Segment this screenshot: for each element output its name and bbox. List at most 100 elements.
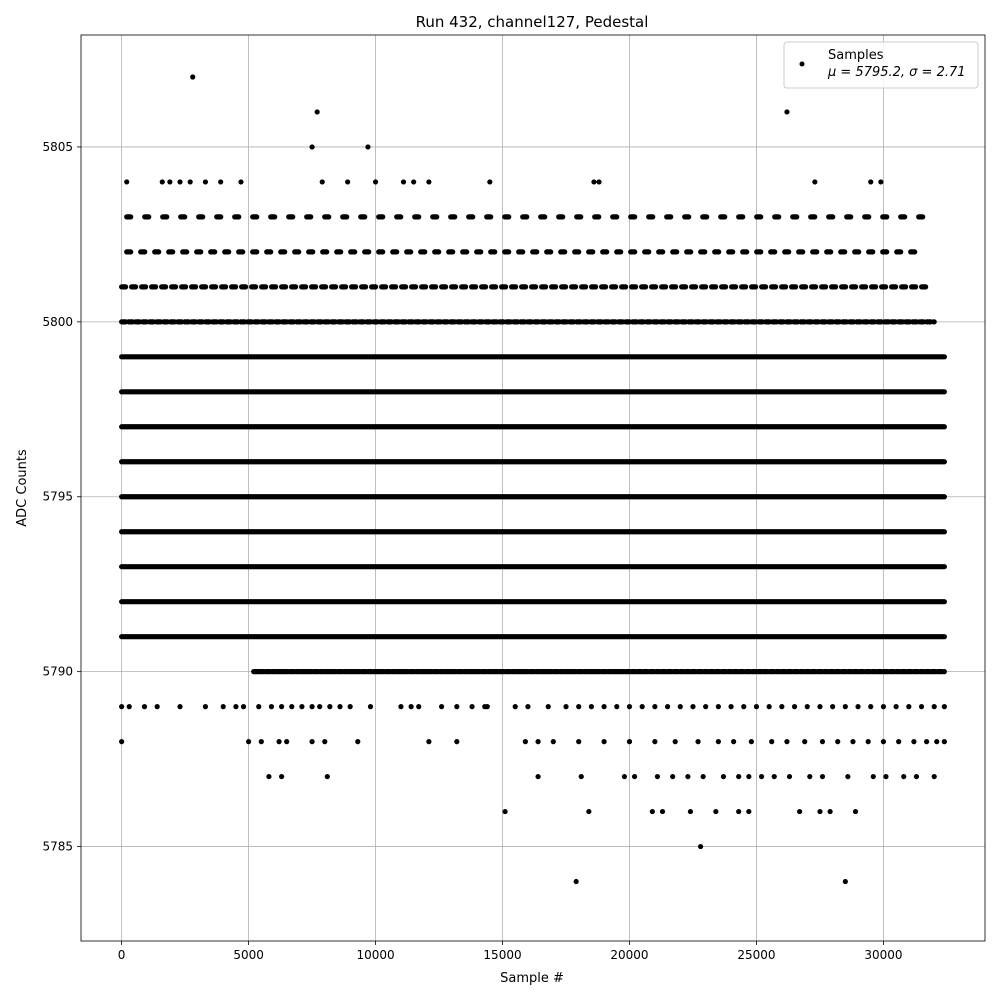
sample-point — [317, 704, 323, 710]
sample-point — [771, 773, 777, 780]
sample-point — [367, 704, 374, 710]
sample-point — [411, 179, 417, 185]
sample-point — [941, 704, 947, 710]
sample-point — [906, 704, 912, 710]
sample-point — [484, 704, 490, 710]
sample-point — [337, 704, 343, 710]
sample-point — [741, 704, 747, 710]
sample-point — [830, 704, 836, 710]
sample-point — [299, 704, 305, 710]
sample-point — [238, 179, 244, 185]
sample-point — [601, 704, 607, 710]
sample-point — [454, 739, 460, 745]
sample-point — [812, 179, 818, 185]
sample-point — [319, 179, 325, 185]
sample-point — [309, 739, 315, 745]
sample-point — [309, 144, 315, 150]
sample-point — [355, 739, 361, 745]
sample-point — [931, 704, 937, 710]
sample-point — [855, 704, 861, 710]
sample-point — [639, 704, 645, 710]
sample-point — [631, 773, 638, 780]
sample-point — [758, 773, 765, 780]
sample-point — [535, 739, 541, 745]
legend-series-name: Samples — [828, 48, 884, 63]
sample-point — [454, 704, 460, 710]
sample-point — [845, 773, 851, 780]
sample-point — [426, 739, 432, 745]
sample-point — [868, 704, 874, 710]
sample-point — [896, 739, 902, 745]
sample-point — [880, 739, 887, 745]
sample-point — [365, 144, 371, 150]
sample-point — [753, 704, 760, 710]
sample-point — [276, 739, 282, 745]
sample-point — [279, 704, 285, 710]
sample-point — [573, 878, 579, 885]
sample-point — [578, 773, 584, 780]
sample-point — [852, 808, 859, 815]
x-tick-label: 10000 — [356, 948, 394, 962]
sample-point — [842, 704, 848, 710]
sample-point — [187, 179, 193, 185]
sample-point — [266, 773, 272, 780]
sample-point — [736, 773, 742, 780]
sample-point — [626, 704, 633, 710]
sample-point — [408, 704, 414, 710]
sample-point — [923, 739, 930, 745]
sample-point — [177, 704, 183, 710]
sample-point — [202, 704, 209, 710]
x-tick-label: 30000 — [864, 948, 902, 962]
y-tick-label: 5785 — [42, 840, 73, 854]
sample-point — [190, 74, 196, 80]
y-tick-label: 5790 — [42, 665, 73, 679]
sample-point — [746, 808, 752, 815]
sample-point — [258, 739, 264, 745]
sample-point — [819, 739, 826, 745]
sample-point — [700, 773, 706, 780]
sample-point — [654, 773, 661, 780]
sample-point — [713, 808, 719, 815]
sample-point — [865, 739, 871, 745]
sample-point — [124, 179, 130, 185]
sample-point — [677, 704, 683, 710]
sample-point — [167, 179, 173, 185]
legend: Samples μ = 5795.2, σ = 2.71 — [783, 41, 979, 89]
sample-point — [715, 704, 721, 710]
sample-point — [233, 704, 239, 710]
sample-point — [502, 808, 508, 815]
sample-point — [220, 704, 226, 710]
sample-point — [588, 704, 595, 710]
y-axis-label: ADC Counts — [15, 449, 30, 527]
sample-point — [842, 878, 848, 885]
sample-point — [672, 739, 678, 745]
sample-point — [779, 704, 785, 710]
sample-point — [345, 179, 351, 185]
sample-point — [545, 704, 551, 710]
sample-point — [746, 773, 752, 780]
sample-point — [314, 109, 320, 115]
sample-point — [878, 179, 884, 185]
sample-point — [279, 773, 285, 780]
sample-point — [416, 704, 422, 710]
sample-point — [626, 739, 633, 745]
sample-point — [256, 704, 262, 710]
sample-point — [769, 739, 775, 745]
sample-point — [827, 808, 833, 815]
sample-point — [687, 808, 694, 815]
sample-point — [784, 739, 790, 745]
legend-marker — [799, 61, 805, 67]
sample-point — [621, 773, 628, 780]
sample-point — [469, 704, 475, 710]
sample-point — [931, 773, 937, 780]
sample-point — [426, 179, 432, 185]
sample-point — [550, 739, 556, 745]
sample-point — [715, 739, 721, 745]
y-tick-label: 5805 — [42, 140, 73, 154]
sample-point — [802, 739, 808, 745]
sample-point — [601, 739, 607, 745]
sample-point — [591, 179, 597, 185]
sample-point — [736, 808, 742, 815]
sample-point — [918, 704, 925, 710]
